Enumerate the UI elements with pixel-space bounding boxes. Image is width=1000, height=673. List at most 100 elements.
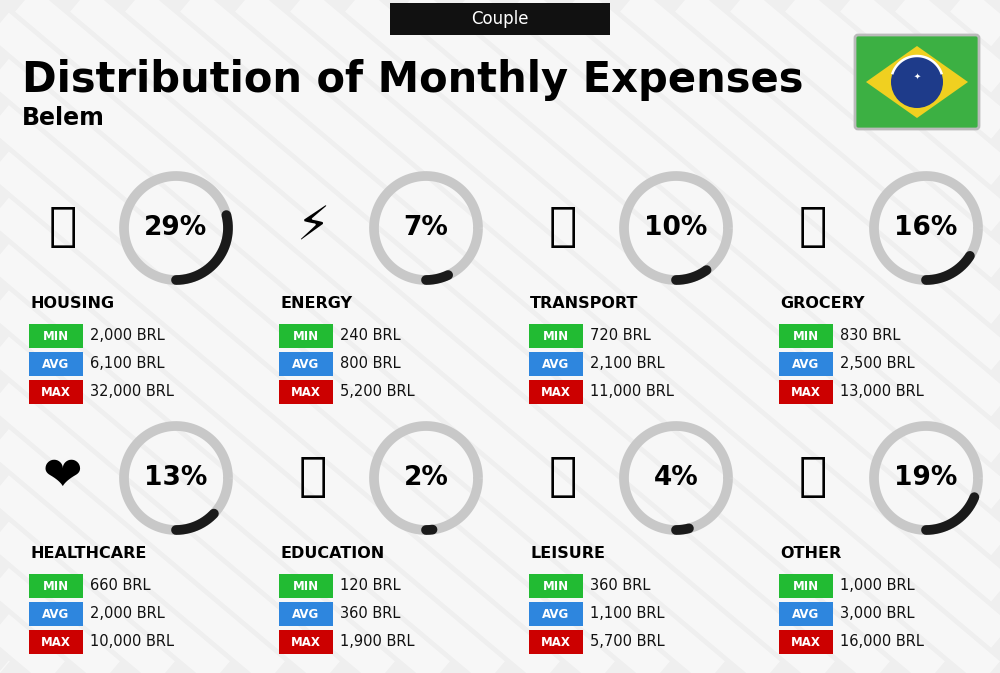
Text: Couple: Couple bbox=[471, 10, 529, 28]
Text: MAX: MAX bbox=[541, 386, 571, 398]
Text: 6,100 BRL: 6,100 BRL bbox=[90, 357, 164, 371]
Text: 10%: 10% bbox=[644, 215, 708, 241]
Text: 660 BRL: 660 BRL bbox=[90, 579, 150, 594]
Text: 360 BRL: 360 BRL bbox=[340, 606, 400, 621]
Text: 🚌: 🚌 bbox=[549, 205, 577, 250]
Text: MIN: MIN bbox=[293, 579, 319, 592]
Text: 800 BRL: 800 BRL bbox=[340, 357, 401, 371]
Text: 16,000 BRL: 16,000 BRL bbox=[840, 635, 924, 649]
Text: 🛍️: 🛍️ bbox=[549, 456, 577, 501]
Text: AVG: AVG bbox=[292, 357, 320, 371]
FancyBboxPatch shape bbox=[29, 324, 83, 348]
Text: MAX: MAX bbox=[791, 386, 821, 398]
FancyBboxPatch shape bbox=[529, 380, 583, 404]
Text: 7%: 7% bbox=[404, 215, 448, 241]
Text: MAX: MAX bbox=[291, 635, 321, 649]
Text: 240 BRL: 240 BRL bbox=[340, 328, 401, 343]
Text: MIN: MIN bbox=[543, 330, 569, 343]
Text: MAX: MAX bbox=[541, 635, 571, 649]
FancyBboxPatch shape bbox=[529, 602, 583, 626]
Text: GROCERY: GROCERY bbox=[780, 295, 864, 310]
Text: 👛: 👛 bbox=[799, 456, 827, 501]
Text: MAX: MAX bbox=[791, 635, 821, 649]
FancyBboxPatch shape bbox=[855, 35, 979, 129]
Text: 2,000 BRL: 2,000 BRL bbox=[90, 606, 165, 621]
Text: MIN: MIN bbox=[793, 330, 819, 343]
Text: OTHER: OTHER bbox=[780, 546, 841, 561]
Text: AVG: AVG bbox=[542, 608, 570, 621]
FancyBboxPatch shape bbox=[779, 630, 833, 654]
FancyBboxPatch shape bbox=[529, 352, 583, 376]
Text: 830 BRL: 830 BRL bbox=[840, 328, 900, 343]
Text: 16%: 16% bbox=[894, 215, 958, 241]
FancyBboxPatch shape bbox=[29, 602, 83, 626]
FancyBboxPatch shape bbox=[779, 324, 833, 348]
Text: AVG: AVG bbox=[542, 357, 570, 371]
Text: 5,700 BRL: 5,700 BRL bbox=[590, 635, 665, 649]
Text: 32,000 BRL: 32,000 BRL bbox=[90, 384, 174, 400]
Polygon shape bbox=[866, 46, 968, 118]
Text: MIN: MIN bbox=[293, 330, 319, 343]
FancyBboxPatch shape bbox=[279, 352, 333, 376]
Text: 11,000 BRL: 11,000 BRL bbox=[590, 384, 674, 400]
Text: 13,000 BRL: 13,000 BRL bbox=[840, 384, 924, 400]
Text: AVG: AVG bbox=[792, 608, 820, 621]
FancyBboxPatch shape bbox=[779, 602, 833, 626]
FancyBboxPatch shape bbox=[279, 602, 333, 626]
Text: 10,000 BRL: 10,000 BRL bbox=[90, 635, 174, 649]
Text: 2,500 BRL: 2,500 BRL bbox=[840, 357, 915, 371]
Text: 🛒: 🛒 bbox=[799, 205, 827, 250]
Text: MIN: MIN bbox=[43, 330, 69, 343]
Text: LEISURE: LEISURE bbox=[530, 546, 605, 561]
Text: 2%: 2% bbox=[404, 465, 448, 491]
FancyBboxPatch shape bbox=[779, 352, 833, 376]
Text: HEALTHCARE: HEALTHCARE bbox=[30, 546, 146, 561]
Text: MIN: MIN bbox=[793, 579, 819, 592]
Text: 1,100 BRL: 1,100 BRL bbox=[590, 606, 664, 621]
FancyBboxPatch shape bbox=[29, 380, 83, 404]
Text: 120 BRL: 120 BRL bbox=[340, 579, 401, 594]
FancyBboxPatch shape bbox=[279, 380, 333, 404]
Text: EDUCATION: EDUCATION bbox=[280, 546, 384, 561]
Text: 2,000 BRL: 2,000 BRL bbox=[90, 328, 165, 343]
Text: 1,000 BRL: 1,000 BRL bbox=[840, 579, 915, 594]
Circle shape bbox=[891, 56, 943, 108]
FancyBboxPatch shape bbox=[779, 380, 833, 404]
Text: ⚡: ⚡ bbox=[296, 205, 330, 250]
Text: MAX: MAX bbox=[41, 635, 71, 649]
FancyBboxPatch shape bbox=[29, 630, 83, 654]
Text: AVG: AVG bbox=[42, 357, 70, 371]
Text: ENERGY: ENERGY bbox=[280, 295, 352, 310]
Text: ✦: ✦ bbox=[914, 71, 920, 81]
Text: Belem: Belem bbox=[22, 106, 105, 130]
FancyBboxPatch shape bbox=[529, 630, 583, 654]
Text: 1,900 BRL: 1,900 BRL bbox=[340, 635, 415, 649]
FancyBboxPatch shape bbox=[279, 574, 333, 598]
Text: HOUSING: HOUSING bbox=[30, 295, 114, 310]
Text: 3,000 BRL: 3,000 BRL bbox=[840, 606, 914, 621]
Text: MAX: MAX bbox=[41, 386, 71, 398]
Text: AVG: AVG bbox=[42, 608, 70, 621]
Text: AVG: AVG bbox=[792, 357, 820, 371]
Text: AVG: AVG bbox=[292, 608, 320, 621]
FancyBboxPatch shape bbox=[390, 3, 610, 35]
Text: 5,200 BRL: 5,200 BRL bbox=[340, 384, 415, 400]
FancyBboxPatch shape bbox=[279, 324, 333, 348]
Text: TRANSPORT: TRANSPORT bbox=[530, 295, 638, 310]
Text: MAX: MAX bbox=[291, 386, 321, 398]
Text: 720 BRL: 720 BRL bbox=[590, 328, 651, 343]
Text: 🎓: 🎓 bbox=[299, 456, 327, 501]
FancyBboxPatch shape bbox=[29, 352, 83, 376]
Text: 19%: 19% bbox=[894, 465, 958, 491]
Text: 2,100 BRL: 2,100 BRL bbox=[590, 357, 665, 371]
Text: 29%: 29% bbox=[144, 215, 208, 241]
Text: ❤️: ❤️ bbox=[43, 456, 83, 501]
Text: MIN: MIN bbox=[43, 579, 69, 592]
FancyBboxPatch shape bbox=[529, 324, 583, 348]
FancyBboxPatch shape bbox=[29, 574, 83, 598]
FancyBboxPatch shape bbox=[779, 574, 833, 598]
Text: Distribution of Monthly Expenses: Distribution of Monthly Expenses bbox=[22, 59, 804, 101]
Text: 13%: 13% bbox=[144, 465, 208, 491]
FancyBboxPatch shape bbox=[279, 630, 333, 654]
FancyBboxPatch shape bbox=[529, 574, 583, 598]
